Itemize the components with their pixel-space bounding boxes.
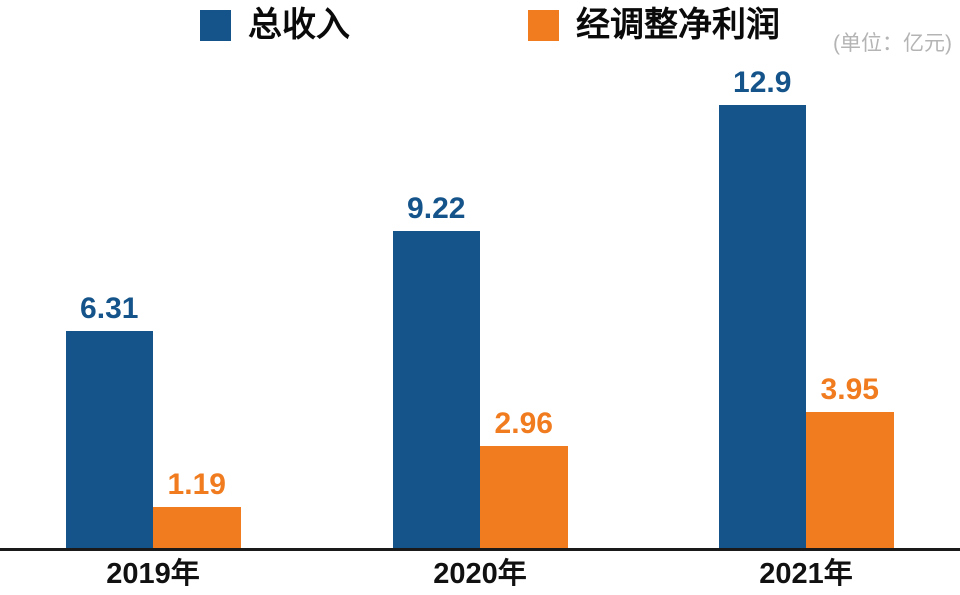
value-label-总收入-2021年: 12.9: [733, 66, 792, 99]
bar-经调整净利润-2019年: [153, 507, 241, 548]
bar-总收入-2020年: [392, 231, 480, 548]
value-label-总收入-2020年: 9.22: [407, 192, 466, 225]
legend-item-adjusted-net-profit: 经调整净利润: [528, 8, 780, 42]
x-axis-label-2019年: 2019年: [106, 558, 200, 590]
legend-swatch-total-revenue: [200, 9, 231, 41]
bar-经调整净利润-2020年: [480, 446, 568, 548]
legend-swatch-adjusted-net-profit: [528, 9, 559, 41]
value-label-经调整净利润-2021年: 3.95: [820, 373, 879, 406]
legend-label-total-revenue: 总收入: [248, 6, 350, 44]
bar-经调整净利润-2021年: [806, 412, 894, 548]
unit-note: (单位：亿元): [833, 32, 952, 55]
x-axis-label-2020年: 2020年: [433, 558, 527, 590]
bar-总收入-2021年: [718, 105, 806, 548]
x-axis-line: [0, 548, 960, 551]
plot-area: 6.31 1.19 9.22 2.96 12.9 3.95: [65, 66, 894, 548]
legend-label-adjusted-net-profit: 经调整净利润: [576, 6, 780, 44]
legend-item-total-revenue: 总收入: [200, 8, 350, 42]
bar-总收入-2019年: [65, 331, 153, 548]
x-axis-label-2021年: 2021年: [759, 558, 853, 590]
value-label-总收入-2019年: 6.31: [80, 292, 139, 325]
value-label-经调整净利润-2019年: 1.19: [167, 468, 226, 501]
value-label-经调整净利润-2020年: 2.96: [494, 407, 553, 440]
